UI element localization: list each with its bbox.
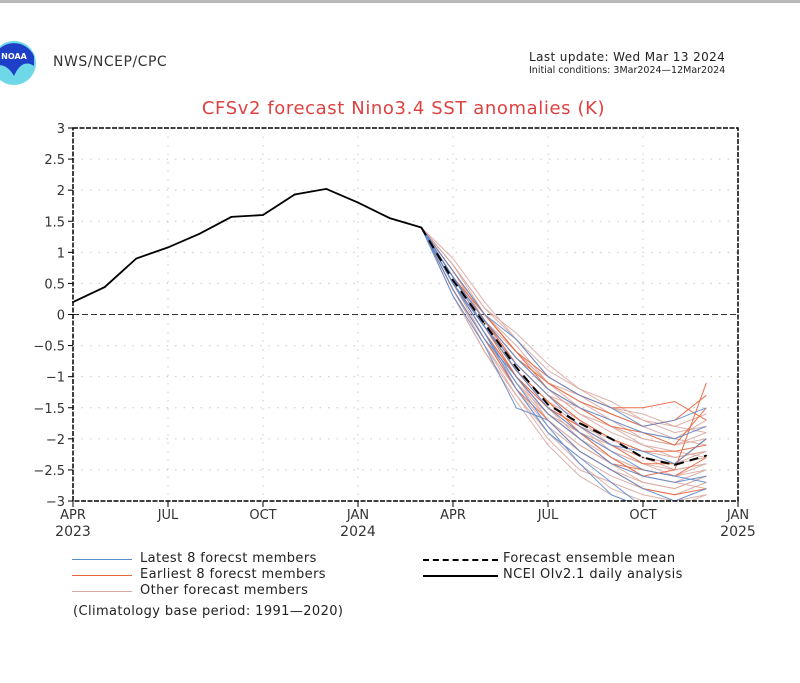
x-tick-label: APR — [440, 508, 466, 523]
legend-line-earliest — [72, 575, 132, 576]
legend-line-observed — [423, 575, 498, 577]
member-line-earliest — [420, 227, 707, 421]
member-line-other — [420, 227, 707, 471]
plot-frame — [72, 127, 739, 502]
ensemble-mean-point — [547, 403, 549, 406]
member-line-other — [420, 227, 707, 483]
observed-analysis-line — [72, 187, 422, 303]
member-line-other — [420, 227, 707, 501]
member-line-latest — [420, 227, 707, 483]
x-tick-label: APR — [60, 508, 86, 523]
y-tick-label: −0.5 — [33, 340, 65, 355]
ensemble-mean-point — [420, 226, 423, 229]
y-tick-label: 1.5 — [44, 215, 65, 230]
member-line-latest — [420, 227, 629, 501]
grid — [73, 128, 738, 501]
y-tick-label: −2.5 — [33, 464, 65, 479]
observed-point — [135, 257, 138, 260]
y-tick-label: 0.5 — [44, 277, 65, 292]
last-update: Last update: Wed Mar 13 2024 — [529, 50, 726, 64]
y-tick-label: 3 — [57, 122, 65, 137]
legend-label-earliest: Earliest 8 forecst members — [140, 567, 326, 582]
x-tick-year-label: 2023 — [55, 524, 91, 540]
y-tick-label: −1.5 — [33, 402, 65, 417]
legend-label-observed: NCEI OIv2.1 daily analysis — [503, 567, 683, 582]
observed-point — [103, 286, 106, 288]
legend-note: (Climatology base period: 1991—2020) — [73, 604, 344, 619]
member-line-latest — [420, 227, 707, 465]
y-tick-label: −3 — [46, 495, 65, 510]
x-tick-label: JAN — [726, 508, 749, 523]
x-tick-label: OCT — [249, 508, 276, 523]
ensemble-mean-point — [610, 438, 613, 440]
member-line-latest — [420, 227, 707, 501]
member-line-earliest — [420, 227, 707, 427]
legend-line-mean — [423, 559, 498, 561]
member-line-other — [420, 227, 707, 471]
member-line-latest — [420, 227, 636, 501]
ensemble-mean-point — [452, 279, 454, 282]
ensemble-mean-point — [642, 456, 644, 459]
member-line-other — [420, 227, 707, 440]
legend-label-other: Other forecast members — [140, 583, 309, 598]
ensemble-mean-point — [578, 422, 581, 425]
observed-point — [167, 246, 169, 249]
observed-point — [293, 193, 296, 196]
legend-line-other — [72, 591, 132, 592]
member-line-other — [420, 227, 707, 427]
ensemble-mean-point — [483, 323, 486, 325]
member-line-latest — [420, 227, 707, 440]
initial-conditions: Initial conditions: 3Mar2024—12Mar2024 — [529, 65, 726, 76]
observed-point — [357, 201, 359, 204]
x-tick-label: JAN — [346, 508, 369, 523]
top-border — [0, 0, 800, 3]
member-line-other — [420, 227, 707, 446]
y-tick-label: −2 — [46, 433, 65, 448]
x-tick-year-label: 2025 — [720, 524, 756, 540]
y-tick-label: 0 — [57, 309, 65, 324]
ensemble-mean-point — [673, 464, 676, 466]
main-lines — [72, 187, 708, 466]
ensemble-mean-line — [420, 226, 707, 466]
member-line-earliest — [420, 227, 707, 446]
legend-label-latest: Latest 8 forecst members — [140, 551, 317, 566]
observed-point — [198, 232, 201, 235]
forecast-members — [420, 227, 707, 501]
observed-point — [325, 188, 328, 190]
chart-title: CFSv2 forecast Nino3.4 SST anomalies (K) — [201, 98, 606, 119]
x-tick-label: JUL — [537, 508, 559, 523]
member-line-latest — [420, 227, 707, 427]
member-line-other — [420, 227, 707, 446]
observed-point — [230, 216, 233, 218]
member-line-latest — [420, 227, 707, 483]
observed-point — [262, 214, 264, 216]
legend-label-mean: Forecast ensemble mean — [503, 551, 676, 566]
y-tick-label: −1 — [46, 371, 65, 386]
member-line-earliest — [420, 227, 707, 452]
member-line-other — [420, 227, 707, 501]
member-line-other — [420, 227, 707, 446]
noaa-logo-icon: NOAA — [0, 41, 36, 85]
ensemble-mean-point — [705, 454, 708, 457]
y-tick-label: 1 — [57, 246, 65, 261]
logo-text: NOAA — [1, 52, 27, 61]
ensemble-mean-point — [515, 366, 518, 369]
x-tick-label: JUL — [157, 508, 179, 523]
axes: 32.521.510.50−0.5−1−1.5−2−2.5−3APR2023JU… — [33, 122, 755, 540]
organization-label: NWS/NCEP/CPC — [53, 54, 168, 70]
y-tick-label: 2.5 — [44, 153, 65, 168]
x-tick-year-label: 2024 — [340, 524, 376, 540]
legend-line-latest — [72, 559, 132, 560]
x-tick-label: OCT — [629, 508, 656, 523]
observed-point — [388, 217, 391, 219]
y-tick-label: 2 — [57, 184, 65, 199]
